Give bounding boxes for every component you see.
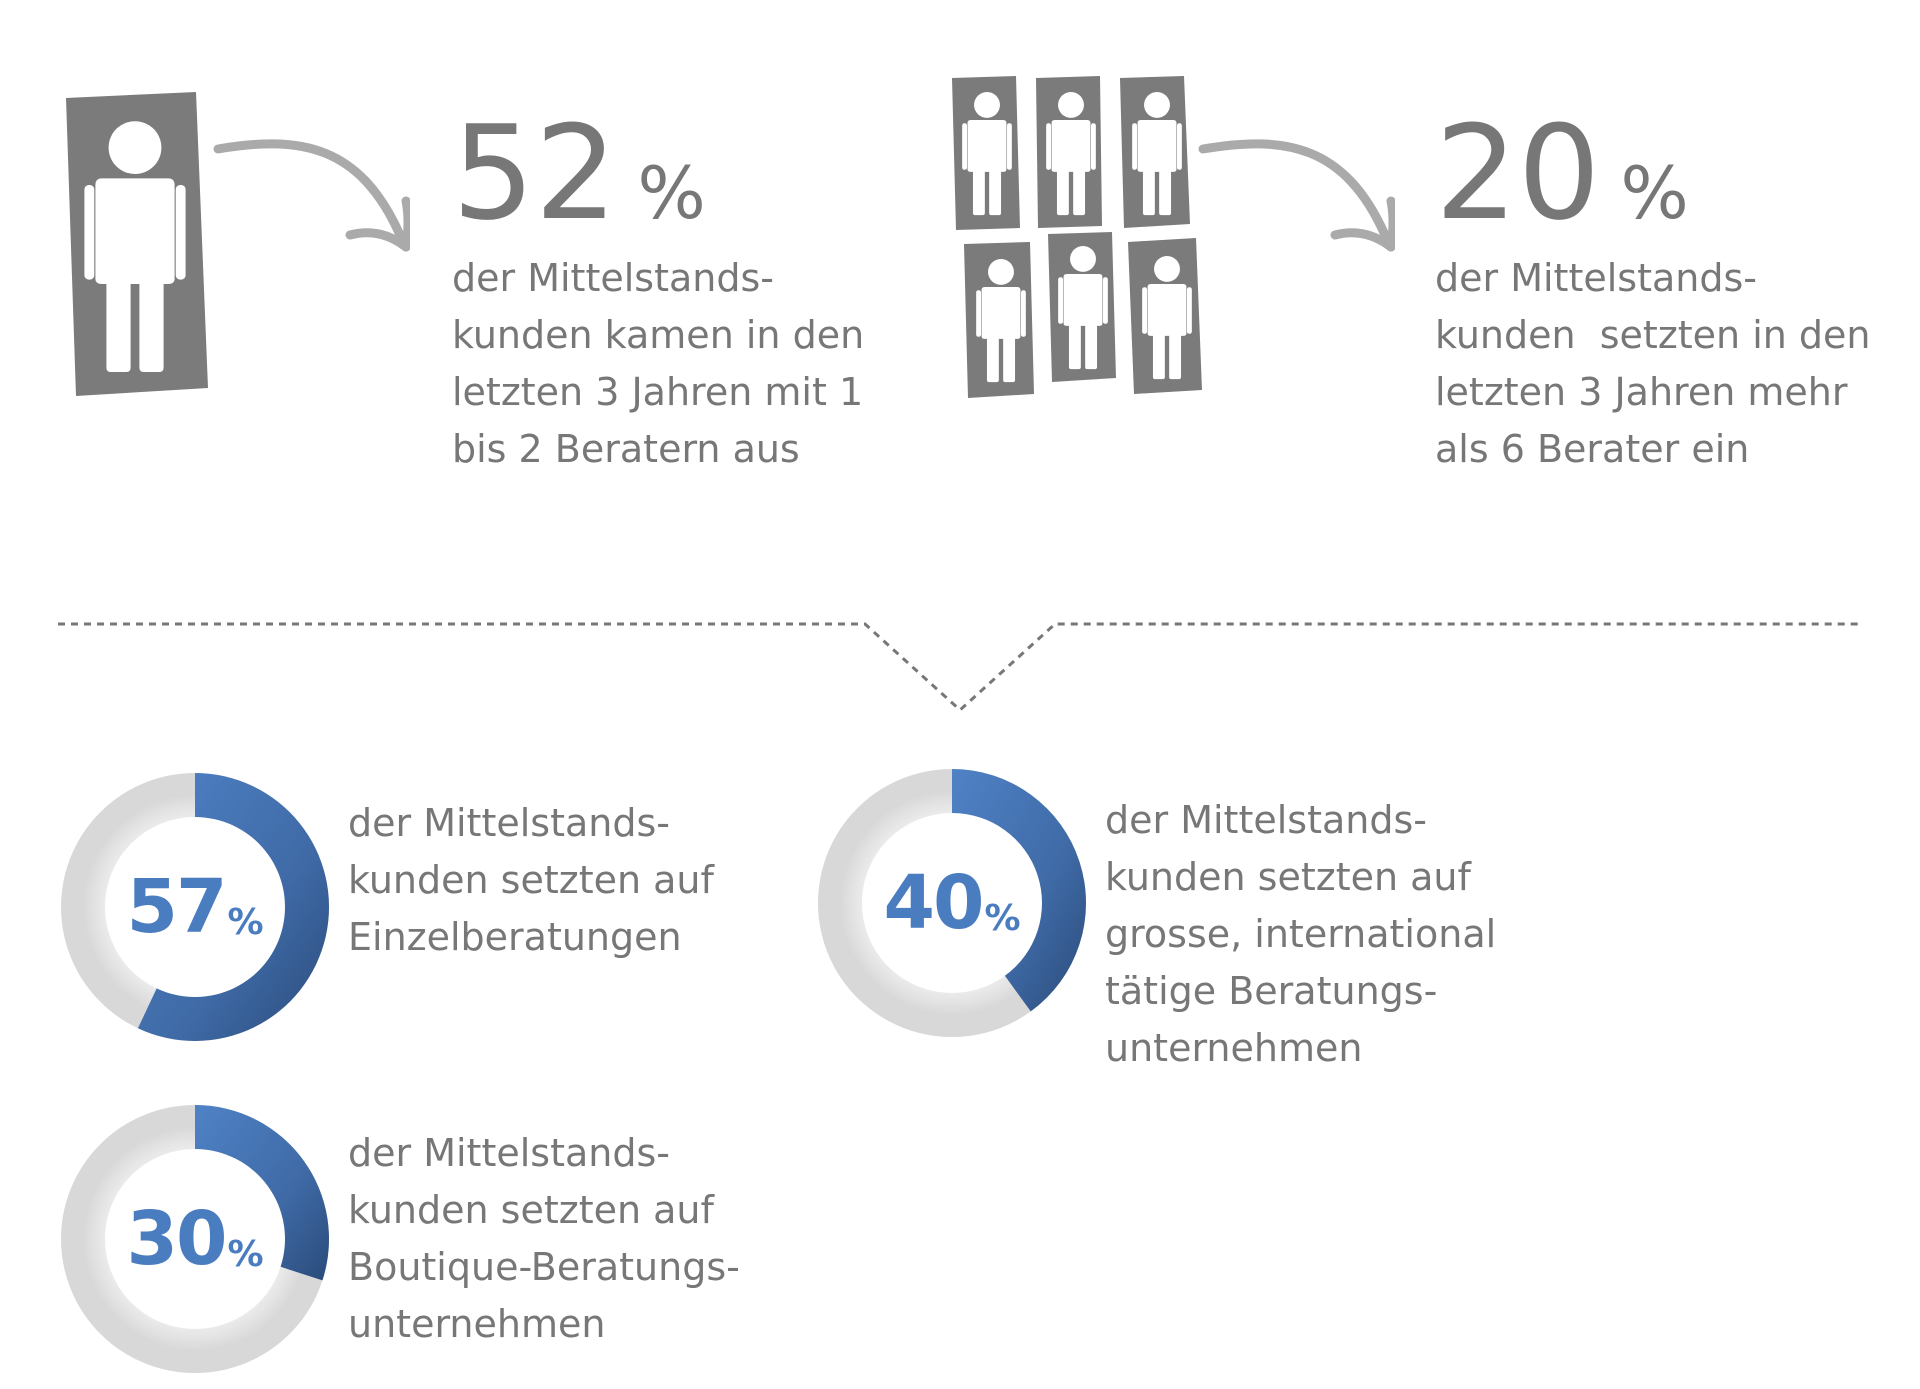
donut-value-label: 30% (60, 1104, 330, 1374)
donut-unit: % (227, 901, 264, 943)
stat-20-description: der Mittelstands- kunden setzten in den … (1435, 256, 1871, 471)
donut-30-description: der Mittelstands- kunden setzten auf Bou… (348, 1131, 740, 1346)
six-persons-icon (952, 76, 1202, 398)
stat-unit: % (1620, 151, 1689, 235)
donut-svg (61, 773, 329, 1041)
donut-value-arc (137, 773, 329, 1041)
donut-value: 57 (126, 864, 227, 950)
donut-value-label: 57% (60, 772, 330, 1042)
donut-value: 30 (126, 1196, 227, 1282)
donut-value-label: 40% (817, 768, 1087, 1038)
donut-value: 40 (883, 860, 984, 946)
stat-value: 52 (452, 97, 618, 249)
stat-20-value: 20% (1435, 108, 1689, 238)
donut-svg (61, 1105, 329, 1373)
donut-unit: % (984, 897, 1021, 939)
donut-unit: % (227, 1233, 264, 1275)
curved-arrow-icon (1198, 139, 1395, 252)
donut-chart-30: 30% (60, 1104, 330, 1374)
donut-57-description: der Mittelstands- kunden setzten auf Ein… (348, 801, 714, 959)
stat-unit: % (637, 151, 706, 235)
dashed-divider (58, 622, 1862, 713)
donut-40-description: der Mittelstands- kunden setzten auf gro… (1105, 798, 1497, 1070)
donut-chart-40: 40% (817, 768, 1087, 1038)
curved-arrow-icon (213, 139, 410, 252)
stat-52-value: 52% (452, 108, 706, 238)
stat-52-description: der Mittelstands- kunden kamen in den le… (452, 256, 865, 471)
donut-svg (818, 769, 1086, 1037)
donut-value-arc (952, 769, 1086, 1012)
donut-chart-57: 57% (60, 772, 330, 1042)
stat-value: 20 (1435, 97, 1601, 249)
single-person-icon (66, 92, 208, 396)
donut-value-arc (195, 1105, 329, 1281)
